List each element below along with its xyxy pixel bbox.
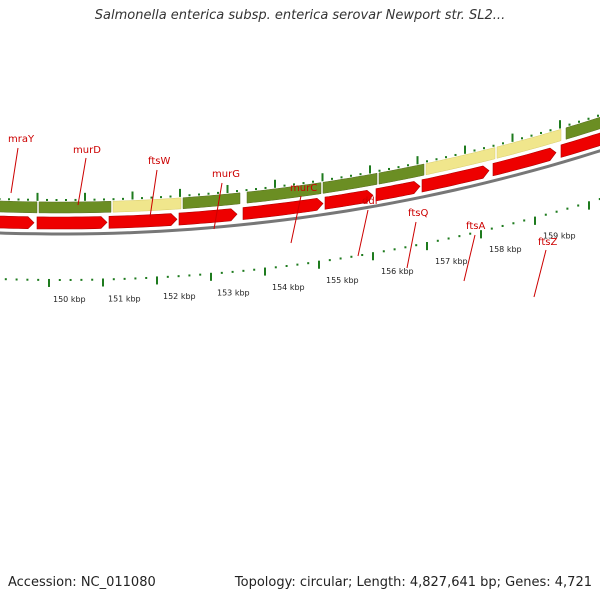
scale-label: 151 kbp bbox=[108, 294, 141, 303]
gene-label-track: mraY murD ftsW murG murC ddl ftsQ ftsA ftsZ bbox=[8, 134, 557, 298]
gene-label-murG: murG bbox=[212, 169, 240, 180]
gene-leader-line bbox=[77, 157, 87, 206]
cds-arrow bbox=[492, 147, 557, 177]
cds-arrow bbox=[0, 215, 35, 230]
feature-segment-track bbox=[0, 116, 600, 214]
backbone-track bbox=[0, 149, 600, 236]
cds-arrow bbox=[421, 165, 490, 193]
gene-label-ftsA: ftsA bbox=[466, 221, 485, 232]
accession-label: Accession: NC_011080 bbox=[8, 575, 156, 590]
upper-tick-track bbox=[0, 114, 599, 201]
scale-label: 153 kbp bbox=[217, 288, 250, 297]
green-feature-segment bbox=[322, 172, 378, 194]
green-feature-segment bbox=[0, 200, 38, 214]
cds-arrow bbox=[324, 189, 374, 210]
genome-summary: Topology: circular; Length: 4,827,641 bp… bbox=[234, 575, 592, 590]
scale-label: 156 kbp bbox=[381, 267, 414, 276]
scale-label: 150 kbp bbox=[53, 295, 86, 304]
scale-label: 158 kbp bbox=[489, 245, 522, 254]
green-feature-segment bbox=[565, 116, 600, 140]
yellow-feature-segment bbox=[112, 197, 182, 213]
green-feature-segment bbox=[182, 192, 241, 209]
gene-label-ddl: ddl bbox=[362, 196, 377, 207]
gene-label-ftsW: ftsW bbox=[148, 156, 170, 167]
yellow-feature-segment bbox=[496, 128, 562, 159]
cds-arrow bbox=[375, 181, 421, 202]
gene-leader-line bbox=[290, 195, 302, 244]
gene-leader-line bbox=[406, 221, 417, 269]
green-feature-segment bbox=[246, 182, 322, 204]
gene-label-ftsQ: ftsQ bbox=[408, 208, 428, 219]
gene-label-murC: murC bbox=[290, 183, 317, 194]
scale-label: 159 kbp bbox=[543, 231, 576, 240]
scale-label: 157 kbp bbox=[435, 257, 468, 266]
cds-arrow bbox=[242, 197, 324, 220]
cds-arrow bbox=[108, 213, 178, 229]
gene-label-murD: murD bbox=[73, 145, 101, 156]
scale-label: 155 kbp bbox=[326, 276, 359, 285]
map-title: Salmonella enterica subsp. enterica sero… bbox=[94, 8, 506, 23]
scale-label: 154 kbp bbox=[272, 283, 305, 292]
gene-leader-line bbox=[357, 209, 369, 257]
scale-tick-track bbox=[4, 197, 600, 287]
scale-label: 152 kbp bbox=[163, 292, 196, 301]
gene-leader-line bbox=[10, 147, 19, 194]
gene-leader-line bbox=[533, 249, 547, 298]
gene-leader-line bbox=[149, 169, 158, 218]
yellow-feature-segment bbox=[425, 147, 496, 176]
scale-label-track: 150 kbp 151 kbp 152 kbp 153 kbp 154 kbp 155 k… bbox=[53, 231, 576, 304]
gene-leader-line bbox=[213, 182, 223, 230]
cds-arrow bbox=[36, 216, 108, 230]
green-feature-segment bbox=[38, 201, 112, 214]
cds-arrow bbox=[560, 132, 600, 158]
gene-label-mraY: mraY bbox=[8, 134, 35, 145]
gene-label-ftsZ: ftsZ bbox=[538, 237, 557, 248]
backbone-line bbox=[0, 149, 600, 236]
cds-arrow bbox=[178, 208, 238, 226]
gene-leader-line bbox=[463, 234, 476, 282]
green-feature-segment bbox=[378, 163, 425, 185]
cds-arrow-track bbox=[0, 132, 600, 230]
